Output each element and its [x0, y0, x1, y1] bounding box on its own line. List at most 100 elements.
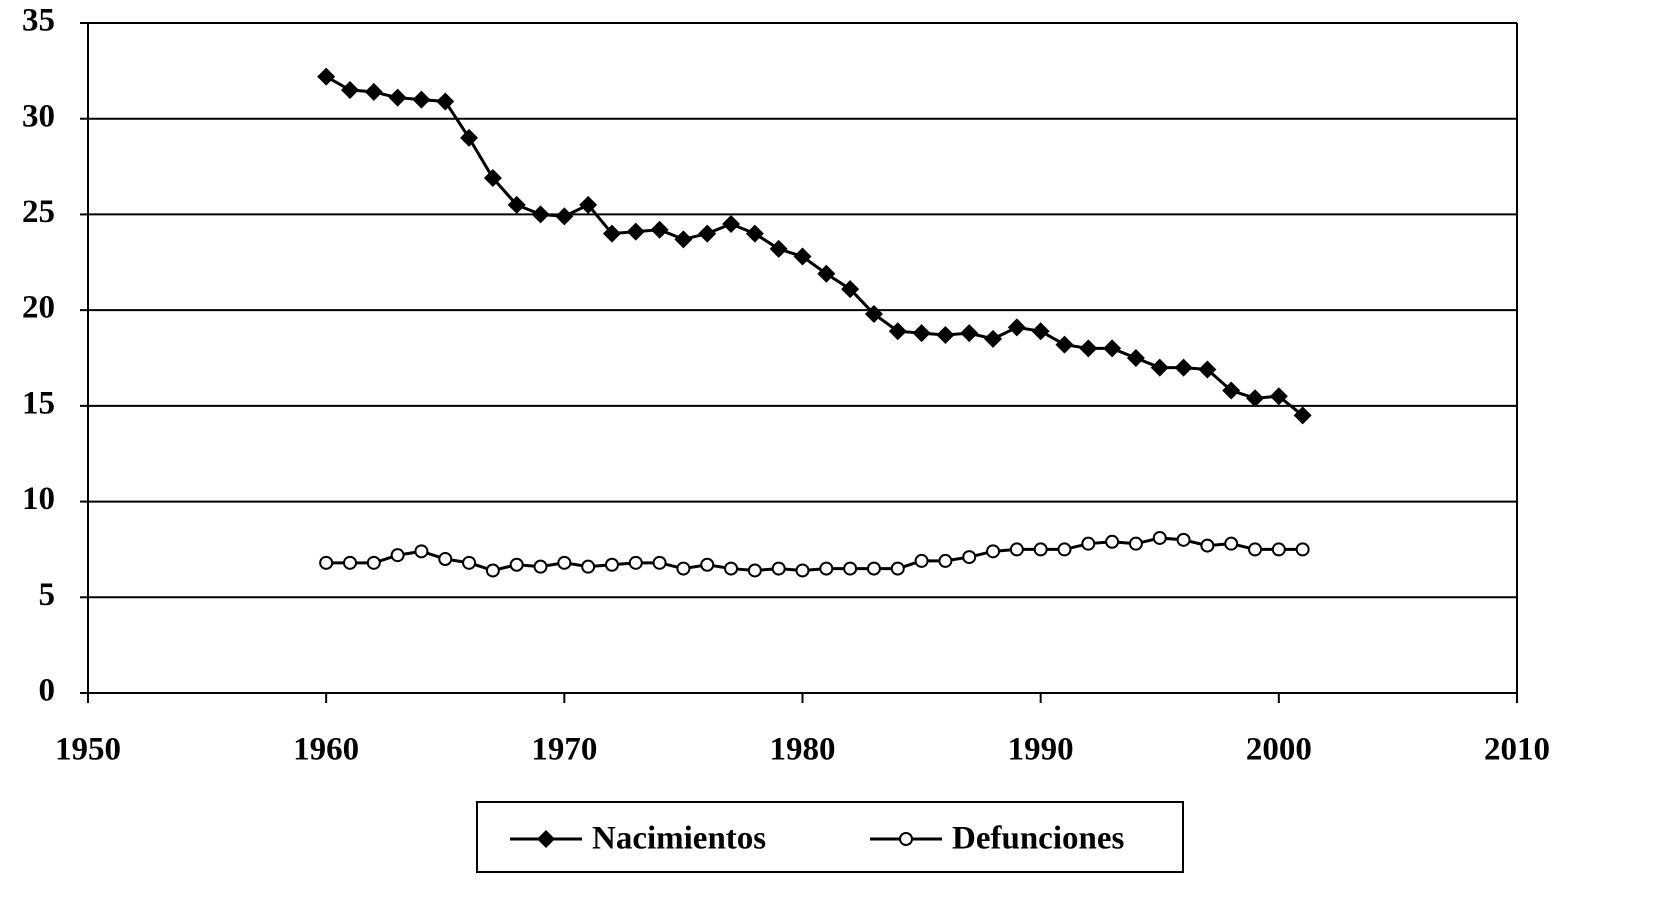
marker — [388, 88, 407, 107]
marker — [1246, 389, 1265, 408]
marker — [866, 561, 881, 576]
marker — [1009, 542, 1024, 557]
legend-label: Nacimientos — [592, 821, 766, 857]
marker — [557, 555, 572, 570]
marker — [843, 561, 858, 576]
y-tick-label: 10 — [22, 481, 55, 517]
x-tick-label: 1980 — [770, 732, 836, 768]
marker — [507, 195, 526, 214]
marker — [819, 561, 834, 576]
marker — [1222, 381, 1241, 400]
marker — [460, 128, 479, 147]
x-tick-label: 2010 — [1484, 732, 1550, 768]
legend-label: Defunciones — [952, 821, 1124, 857]
marker — [412, 90, 431, 109]
marker — [1079, 339, 1098, 358]
marker — [769, 239, 788, 258]
marker — [722, 215, 741, 233]
marker — [342, 555, 357, 570]
x-tick-label: 1960 — [293, 732, 359, 768]
marker — [366, 555, 381, 570]
marker — [960, 324, 979, 343]
marker — [1055, 335, 1074, 354]
marker — [771, 561, 786, 576]
marker — [436, 92, 455, 111]
marker — [390, 548, 405, 563]
legend-marker — [537, 830, 555, 848]
marker — [984, 329, 1003, 348]
marker — [795, 563, 810, 578]
x-tick-label: 1970 — [531, 732, 597, 768]
marker — [1057, 542, 1072, 557]
marker — [1103, 339, 1122, 358]
y-tick-label: 30 — [22, 98, 55, 134]
marker — [319, 555, 334, 570]
marker — [1150, 358, 1169, 377]
y-tick-label: 5 — [39, 577, 56, 613]
marker — [650, 220, 669, 239]
marker — [1174, 358, 1193, 377]
marker — [1200, 538, 1215, 553]
marker — [1126, 349, 1145, 367]
marker — [936, 326, 955, 345]
marker — [483, 169, 502, 188]
y-tick-label: 0 — [39, 673, 56, 709]
marker — [724, 561, 739, 576]
marker — [676, 561, 691, 576]
marker — [652, 555, 667, 570]
marker — [1248, 542, 1263, 557]
y-tick-label: 20 — [22, 290, 55, 326]
marker — [462, 555, 477, 570]
marker — [317, 67, 336, 86]
y-tick-label: 35 — [22, 3, 55, 39]
marker — [531, 205, 550, 224]
marker — [674, 230, 693, 249]
marker — [555, 207, 574, 226]
x-tick-label: 1950 — [55, 732, 121, 768]
marker — [1295, 542, 1310, 557]
marker — [604, 557, 619, 572]
x-tick-label: 1990 — [1008, 732, 1074, 768]
y-tick-label: 25 — [22, 194, 55, 230]
marker — [581, 559, 596, 574]
marker — [1128, 536, 1143, 551]
marker — [1271, 542, 1286, 557]
marker — [509, 557, 524, 572]
marker — [700, 557, 715, 572]
marker — [817, 264, 836, 283]
marker — [533, 559, 548, 574]
marker — [1176, 532, 1191, 547]
marker — [1007, 318, 1026, 337]
marker — [579, 195, 598, 214]
marker — [1224, 536, 1239, 551]
marker — [962, 550, 977, 565]
marker — [364, 82, 383, 101]
marker — [1198, 360, 1217, 379]
marker — [890, 561, 905, 576]
marker — [793, 247, 812, 266]
marker — [888, 322, 907, 341]
marker — [841, 280, 860, 299]
marker — [414, 544, 429, 559]
marker — [602, 224, 621, 243]
y-tick-label: 15 — [22, 385, 55, 421]
marker — [1269, 387, 1288, 406]
marker — [1081, 536, 1096, 551]
marker — [626, 222, 645, 241]
marker — [628, 555, 643, 570]
marker — [1293, 406, 1312, 425]
marker — [1152, 530, 1167, 545]
marker — [864, 304, 883, 323]
marker — [1033, 542, 1048, 557]
marker — [438, 552, 453, 566]
marker — [912, 324, 931, 343]
x-tick-label: 2000 — [1246, 732, 1312, 768]
legend-marker — [899, 832, 913, 846]
marker — [914, 553, 929, 568]
marker — [698, 224, 717, 243]
marker — [485, 563, 500, 578]
marker — [745, 224, 764, 243]
marker — [340, 81, 359, 99]
